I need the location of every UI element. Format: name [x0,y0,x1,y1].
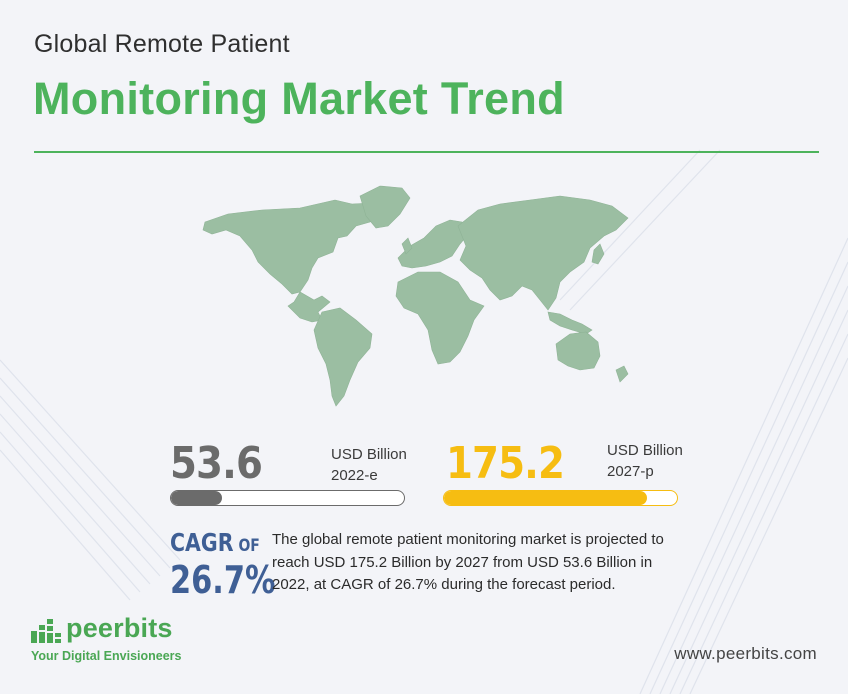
stat-2022-unit-label: USD Billion [331,446,407,463]
website-link[interactable]: www.peerbits.com [674,644,817,663]
stat-2027-value: 175.2 [446,438,565,489]
title-divider [34,151,819,153]
brand-tagline: Your Digital Envisioneers [31,649,182,663]
peerbits-logo-icon [31,619,61,643]
uk-shape [401,237,413,255]
cagr-value: 26.7% [170,558,276,602]
cagr-label: CAGR OF [170,528,260,557]
southeast-asia-shape [547,311,593,335]
stat-2027-unit-label: USD Billion [607,442,683,459]
brand-name: peerbits [66,613,173,643]
stat-2027-progress-fill [444,491,647,505]
stat-2027-progress-bar [443,490,678,506]
stat-2022-unit: USD Billion 2022-e [331,444,407,486]
australia-shape [555,331,601,371]
stat-2022-period: 2022-e [331,467,378,484]
header-title: Monitoring Market Trend [33,73,565,124]
asia-shape [457,195,629,311]
stat-2022-progress-fill [171,491,223,505]
stat-2022-value: 53.6 [170,438,263,489]
stat-2027-period: 2027-p [607,463,654,480]
cagr-of-text: OF [238,536,260,556]
header-subtitle: Global Remote Patient [34,30,290,58]
japan-shape [591,243,605,265]
africa-shape [395,271,485,365]
stat-2027-unit: USD Billion 2027-p [607,440,683,482]
greenland-shape [359,185,411,229]
market-description: The global remote patient monitoring mar… [272,531,664,593]
south-america-shape [313,307,373,407]
stat-2022-progress-bar [170,490,405,506]
new-zealand-shape [615,365,629,383]
north-america-shape [202,199,381,323]
cagr-label-text: CAGR [170,528,234,557]
